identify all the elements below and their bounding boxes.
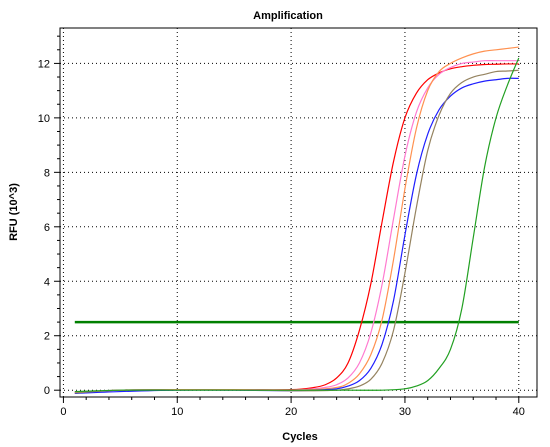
- y-tick-label: 4: [44, 276, 50, 288]
- series-layer: [74, 46, 520, 395]
- series-line-3: [74, 46, 519, 394]
- grid: [60, 28, 537, 397]
- y-tick-label: 0: [44, 385, 50, 397]
- x-tick-label: 30: [399, 406, 411, 418]
- x-tick-label: 40: [513, 406, 525, 418]
- y-tick-label: 8: [44, 167, 50, 179]
- x-tick-label: 20: [285, 406, 297, 418]
- y-tick-label: 6: [44, 222, 50, 234]
- chart-title: Amplification: [253, 10, 323, 22]
- x-tick-label: 0: [60, 406, 66, 418]
- ticks-layer: 0 10 20 30 40 0 2 4 6 8 10 12: [38, 35, 525, 418]
- x-axis-label: Cycles: [282, 431, 317, 443]
- series-line-6: [74, 57, 520, 393]
- y-tick-label: 10: [38, 113, 50, 125]
- x-tick-label: 10: [171, 406, 183, 418]
- y-tick-label: 12: [38, 58, 50, 70]
- y-tick-label: 2: [44, 331, 50, 343]
- y-axis-label: RFU (10^3): [8, 183, 20, 241]
- plot-frame: [59, 27, 538, 398]
